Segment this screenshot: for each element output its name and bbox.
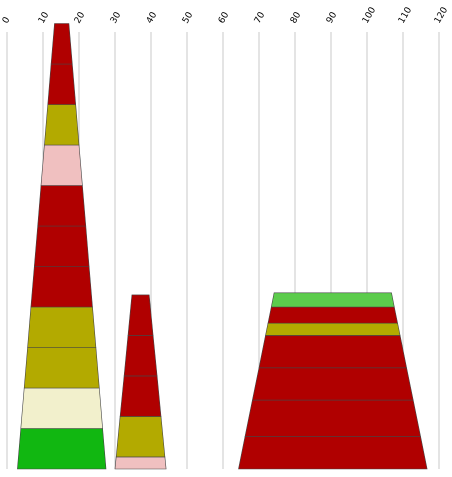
- tower-segment: [37, 185, 87, 227]
- tower-segment: [20, 387, 103, 429]
- x-tick-label: 70: [253, 10, 268, 25]
- x-tick-label: 80: [289, 10, 304, 25]
- x-tick-label: 60: [217, 10, 232, 25]
- x-tick-labels: 0 10 20 30 40 50 60 70 80 90 100 110 120: [1, 5, 450, 25]
- x-tick-label: 50: [181, 10, 196, 25]
- x-tick-label: 110: [397, 5, 414, 25]
- tower-segment: [252, 367, 414, 401]
- tower-segment: [270, 292, 395, 308]
- x-tick-label: 90: [325, 10, 340, 25]
- x-tick-label: 30: [109, 10, 124, 25]
- tower-segment: [27, 306, 97, 348]
- tower-segment: [265, 322, 401, 336]
- tower-segment: [44, 104, 80, 146]
- tower-segment: [17, 428, 107, 470]
- x-tick-label: 100: [361, 5, 378, 25]
- x-tick-label: 20: [73, 10, 88, 25]
- tower-segment: [115, 416, 166, 458]
- tower-segment: [40, 144, 83, 186]
- tower-2: [114, 294, 167, 470]
- tower-segment: [238, 436, 428, 470]
- tower-segment: [47, 63, 77, 105]
- tower-segment: [267, 306, 398, 324]
- x-tick-label: 0: [1, 15, 13, 25]
- tower-1: [17, 23, 107, 470]
- tower-segment: [33, 225, 90, 267]
- tower-segment: [23, 347, 100, 389]
- tower-3: [238, 292, 428, 470]
- tower-segment: [114, 456, 167, 470]
- tower-segment: [119, 375, 162, 417]
- tower-segment: [123, 335, 158, 377]
- tower-segment: [258, 335, 407, 369]
- tower-segment: [30, 266, 93, 308]
- x-tick-label: 40: [145, 10, 160, 25]
- x-tick-label: 120: [433, 5, 450, 25]
- series-group: [17, 23, 428, 470]
- tower-segment: [244, 399, 421, 437]
- x-tick-label: 10: [37, 10, 52, 25]
- tower-segment: [127, 294, 154, 336]
- tower-segment: [50, 23, 73, 65]
